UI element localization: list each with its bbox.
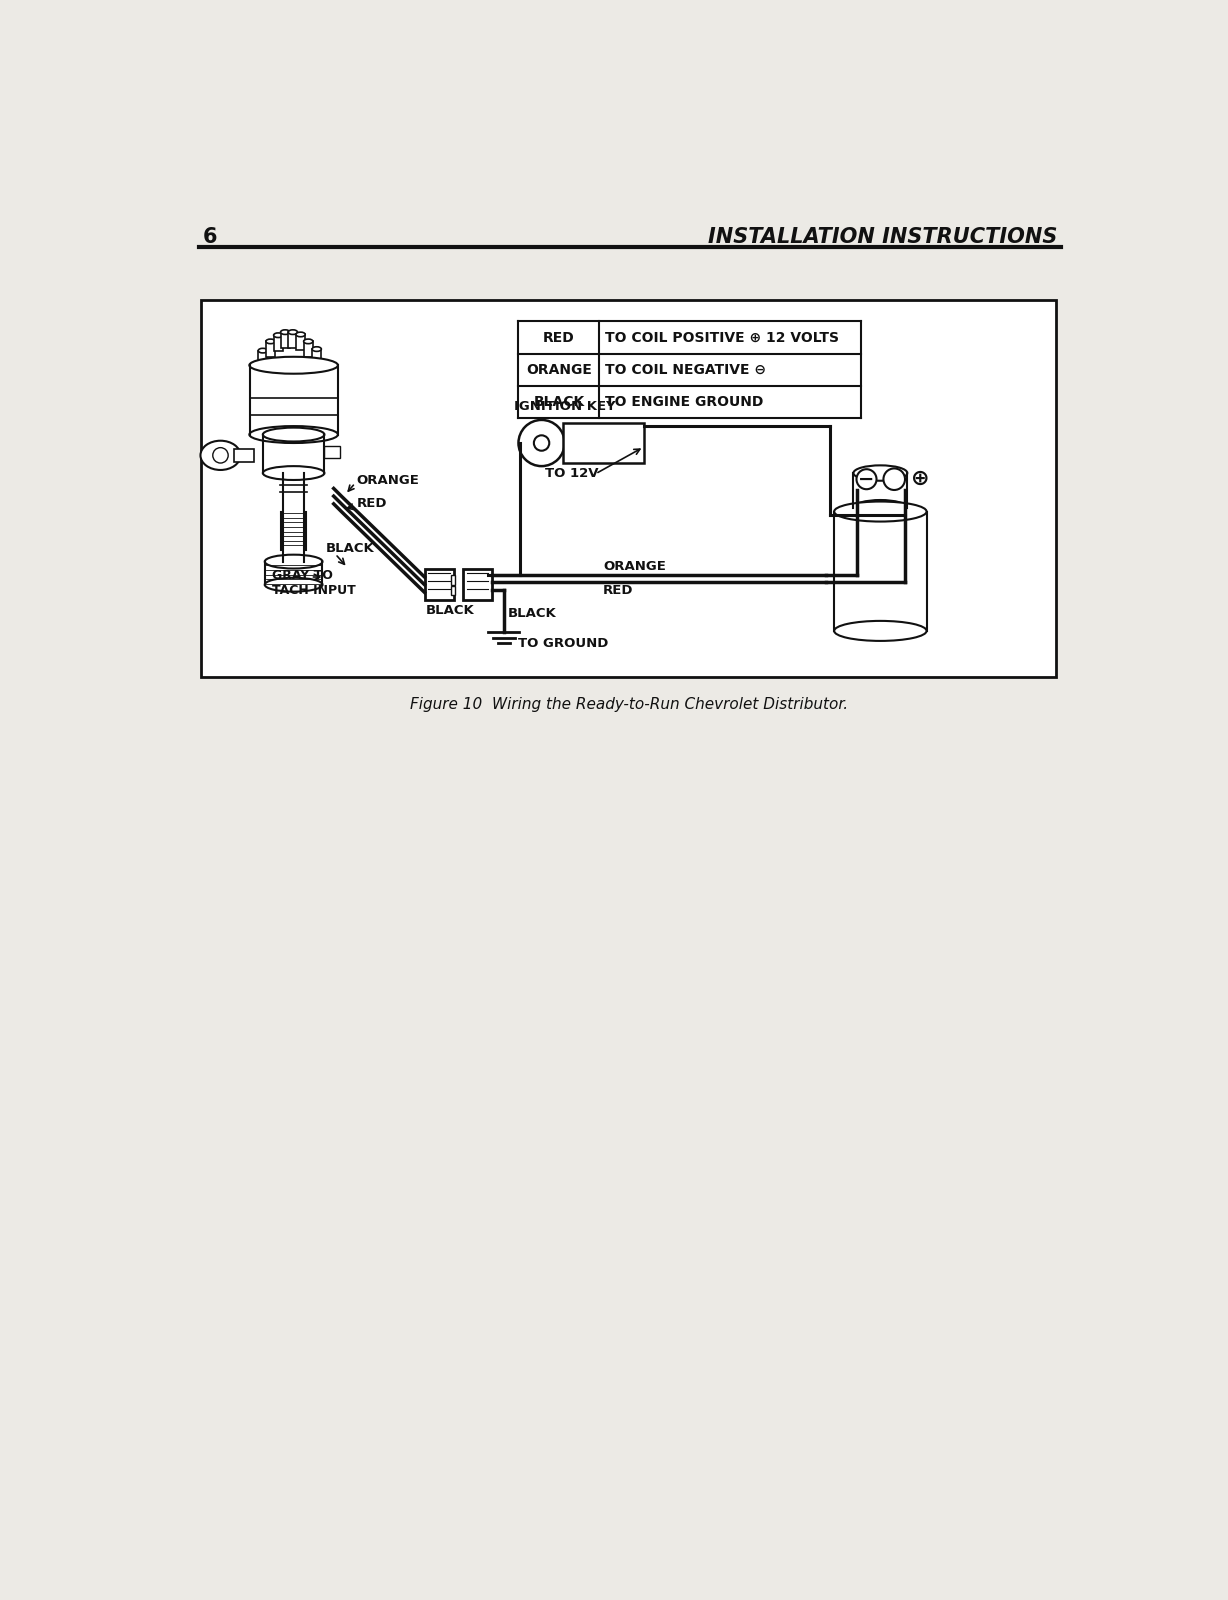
Ellipse shape bbox=[265, 578, 323, 592]
Bar bbox=[324, 446, 340, 458]
Ellipse shape bbox=[249, 426, 338, 443]
Ellipse shape bbox=[303, 339, 313, 344]
Text: RED: RED bbox=[603, 584, 634, 597]
Bar bbox=[274, 336, 282, 350]
Text: BLACK: BLACK bbox=[325, 542, 375, 555]
Ellipse shape bbox=[263, 466, 324, 480]
Ellipse shape bbox=[263, 427, 324, 442]
Text: 6: 6 bbox=[203, 227, 217, 246]
Text: GRAY TO
TACH INPUT: GRAY TO TACH INPUT bbox=[273, 570, 356, 597]
Bar bbox=[266, 341, 275, 357]
Circle shape bbox=[518, 419, 565, 466]
Text: TO ENGINE GROUND: TO ENGINE GROUND bbox=[605, 395, 764, 410]
Bar bbox=[201, 299, 1056, 677]
Bar bbox=[303, 341, 313, 357]
Text: ORANGE: ORANGE bbox=[357, 474, 420, 488]
Bar bbox=[425, 570, 454, 600]
Ellipse shape bbox=[853, 499, 907, 515]
Ellipse shape bbox=[296, 333, 306, 336]
Ellipse shape bbox=[200, 440, 241, 470]
Text: BLACK: BLACK bbox=[426, 605, 475, 618]
Text: ⊕: ⊕ bbox=[911, 469, 930, 490]
Text: ORANGE: ORANGE bbox=[526, 363, 592, 378]
Ellipse shape bbox=[280, 330, 290, 334]
Ellipse shape bbox=[834, 621, 927, 642]
Text: INSTALLATION INSTRUCTIONS: INSTALLATION INSTRUCTIONS bbox=[709, 227, 1057, 246]
Ellipse shape bbox=[258, 349, 268, 354]
Circle shape bbox=[856, 469, 877, 490]
Text: TO 12V: TO 12V bbox=[545, 467, 599, 480]
Bar bbox=[451, 586, 456, 595]
Ellipse shape bbox=[249, 357, 338, 374]
Text: −: − bbox=[858, 470, 874, 488]
Bar bbox=[312, 349, 322, 365]
Text: RED: RED bbox=[357, 498, 387, 510]
Bar bbox=[280, 333, 290, 347]
Bar bbox=[564, 422, 643, 462]
Text: TO COIL POSITIVE ⊕ 12 VOLTS: TO COIL POSITIVE ⊕ 12 VOLTS bbox=[605, 331, 840, 344]
Bar bbox=[289, 333, 297, 347]
Bar bbox=[296, 334, 306, 350]
Bar bbox=[235, 450, 254, 461]
Ellipse shape bbox=[853, 466, 907, 480]
Ellipse shape bbox=[265, 555, 323, 568]
Ellipse shape bbox=[274, 333, 282, 338]
Bar bbox=[258, 350, 268, 366]
Circle shape bbox=[212, 448, 228, 462]
Text: ORANGE: ORANGE bbox=[603, 560, 666, 573]
Ellipse shape bbox=[266, 339, 275, 344]
Text: RED: RED bbox=[543, 331, 575, 344]
Bar bbox=[463, 570, 492, 600]
Ellipse shape bbox=[312, 347, 322, 352]
Ellipse shape bbox=[289, 330, 297, 334]
Text: Figure 10  Wiring the Ready-to-Run Chevrolet Distributor.: Figure 10 Wiring the Ready-to-Run Chevro… bbox=[410, 696, 849, 712]
Text: TO COIL NEGATIVE ⊖: TO COIL NEGATIVE ⊖ bbox=[605, 363, 766, 378]
Text: BLACK: BLACK bbox=[507, 606, 556, 619]
Text: TO GROUND: TO GROUND bbox=[518, 637, 608, 650]
Circle shape bbox=[883, 469, 905, 490]
Bar bbox=[451, 576, 456, 584]
Text: BLACK: BLACK bbox=[533, 395, 585, 410]
Circle shape bbox=[534, 435, 549, 451]
Text: IGNITION KEY: IGNITION KEY bbox=[513, 400, 615, 413]
Ellipse shape bbox=[834, 501, 927, 522]
